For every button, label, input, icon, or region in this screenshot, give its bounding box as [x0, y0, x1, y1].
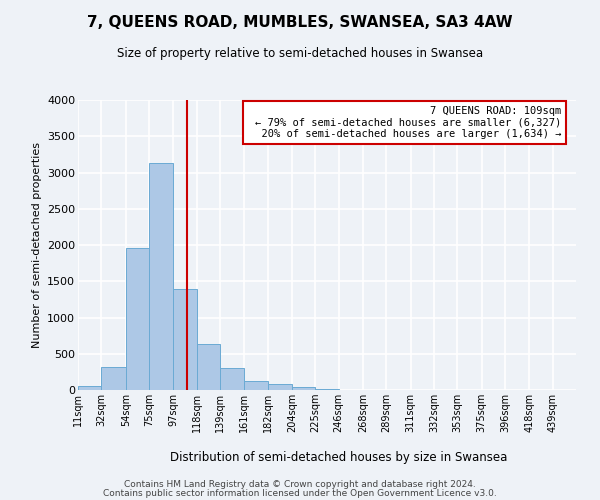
Bar [268, 384, 292, 390]
Text: 7 QUEENS ROAD: 109sqm
← 79% of semi-detached houses are smaller (6,327)
  20% of: 7 QUEENS ROAD: 109sqm ← 79% of semi-deta… [248, 106, 561, 139]
Bar [101, 367, 125, 390]
Bar [173, 289, 197, 390]
Text: Contains public sector information licensed under the Open Government Licence v3: Contains public sector information licen… [103, 489, 497, 498]
Text: Distribution of semi-detached houses by size in Swansea: Distribution of semi-detached houses by … [170, 451, 508, 464]
Bar [292, 387, 316, 390]
Text: 7, QUEENS ROAD, MUMBLES, SWANSEA, SA3 4AW: 7, QUEENS ROAD, MUMBLES, SWANSEA, SA3 4A… [87, 15, 513, 30]
Text: Size of property relative to semi-detached houses in Swansea: Size of property relative to semi-detach… [117, 48, 483, 60]
Y-axis label: Number of semi-detached properties: Number of semi-detached properties [32, 142, 41, 348]
Bar [125, 248, 149, 390]
Bar [149, 163, 173, 390]
Bar [197, 344, 220, 390]
Bar [78, 386, 101, 390]
Bar [244, 380, 268, 390]
Bar [220, 368, 244, 390]
Text: Contains HM Land Registry data © Crown copyright and database right 2024.: Contains HM Land Registry data © Crown c… [124, 480, 476, 489]
